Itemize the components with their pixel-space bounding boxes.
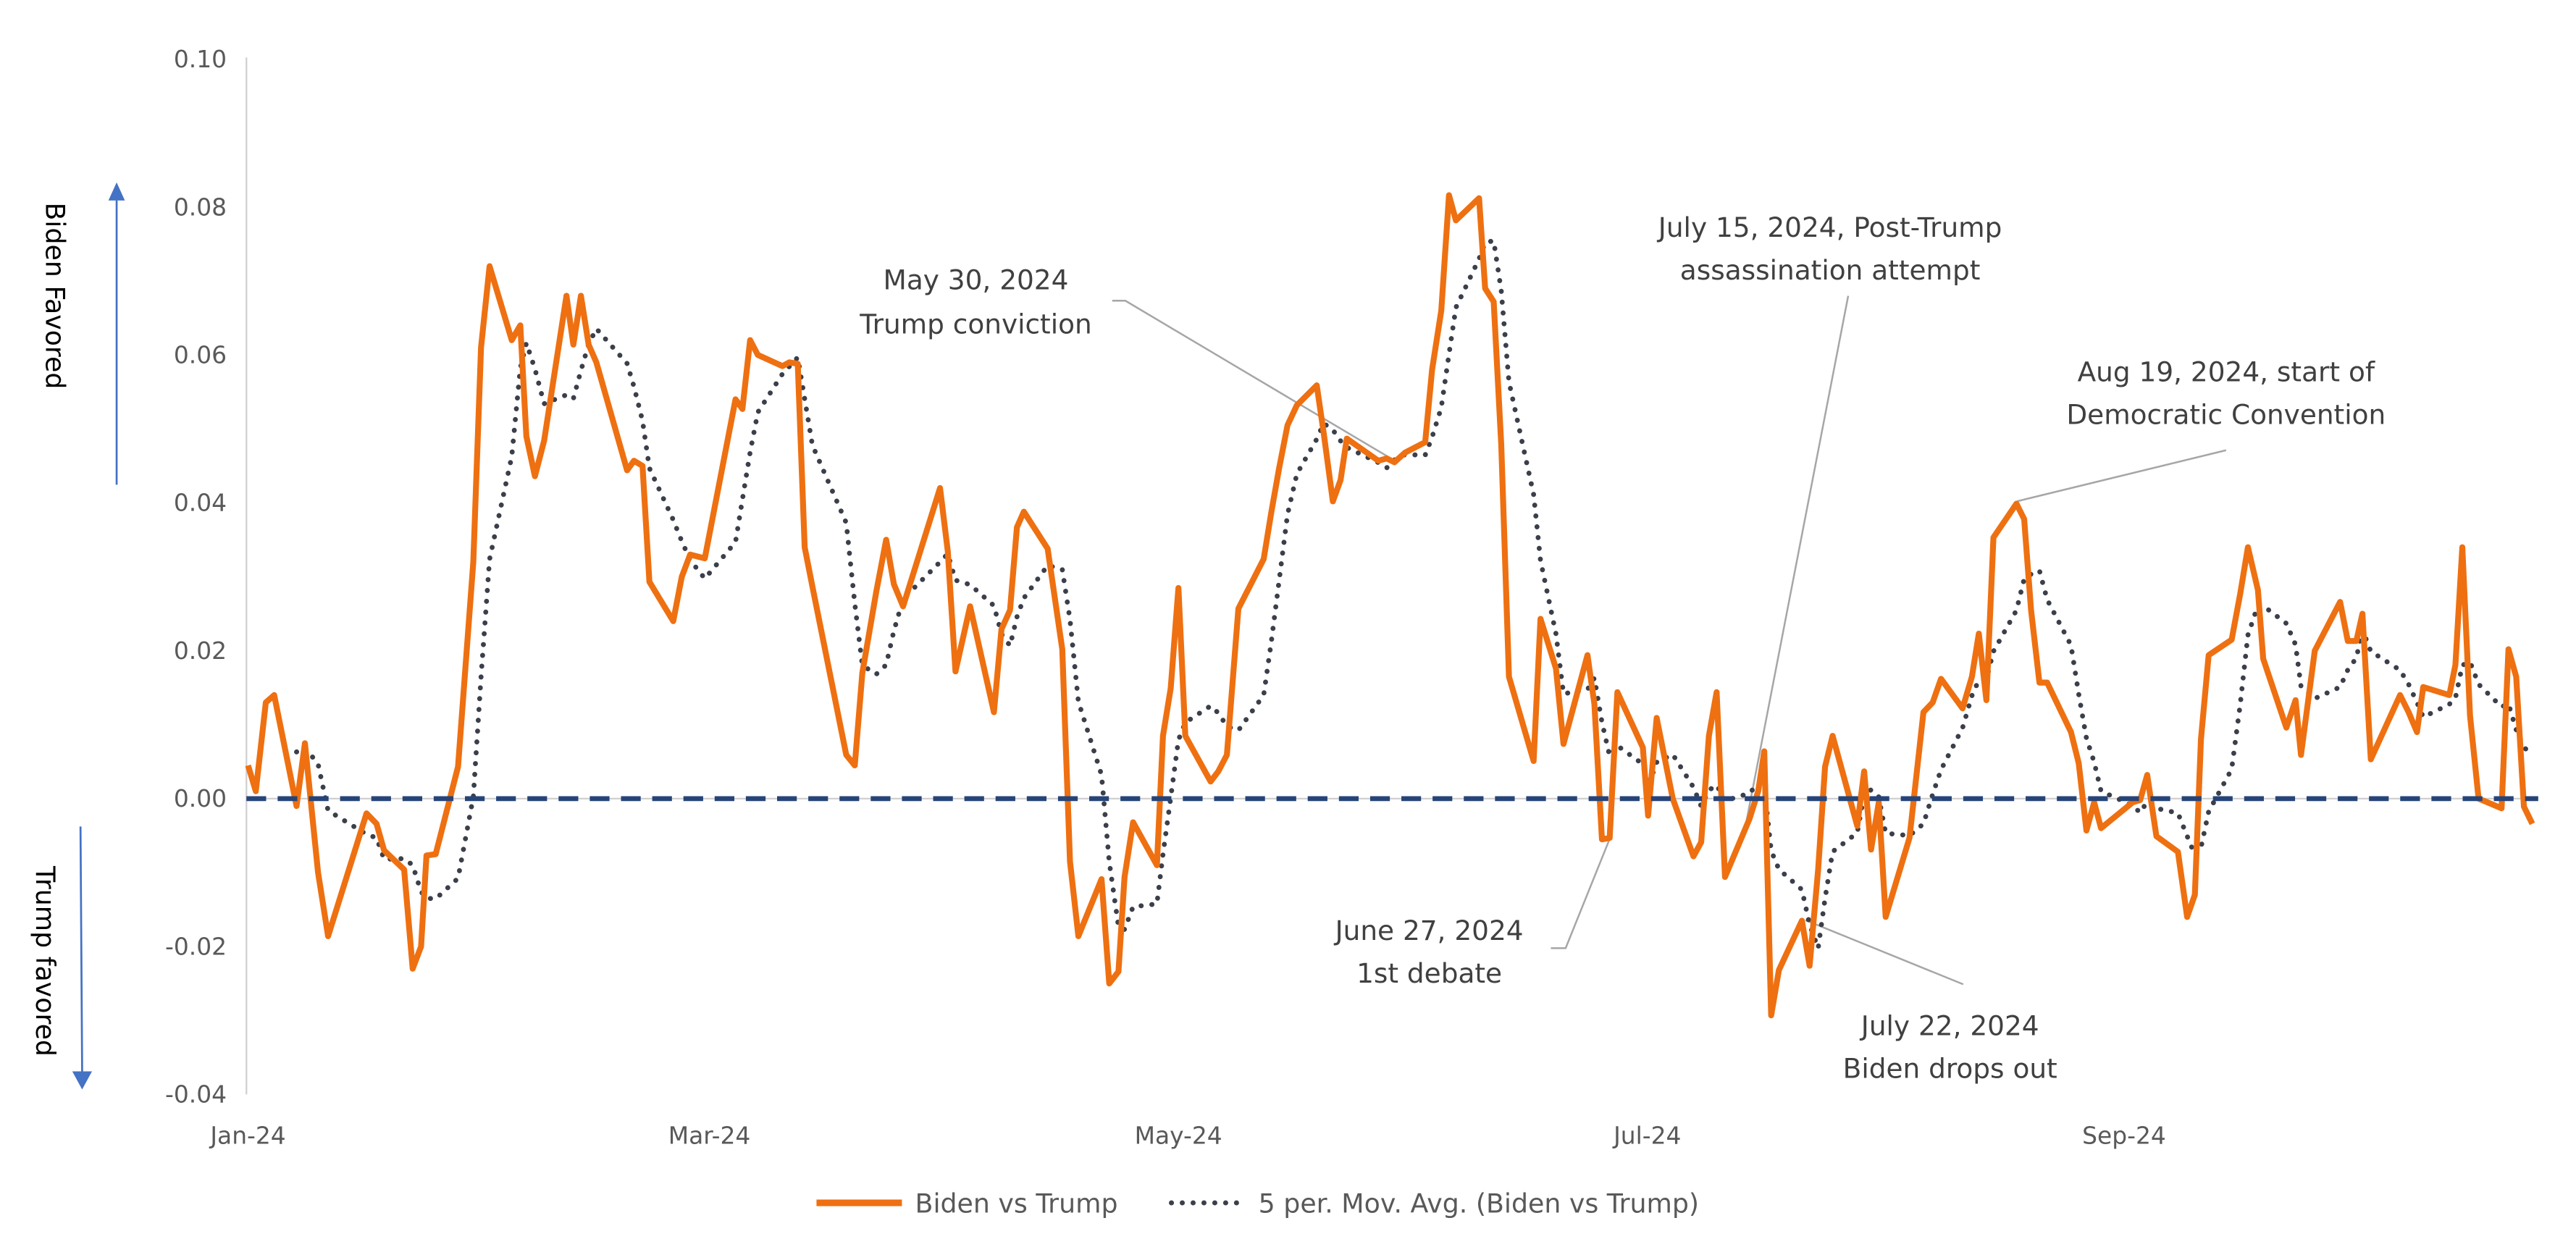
y-tick-label: 0.00 [174,784,227,812]
annotation-text: July 22, 2024 [1860,1010,2039,1042]
annotation-text: 1st debate [1356,957,1502,989]
moving-average-line [294,238,2535,949]
y-tick-label: 0.10 [174,45,227,73]
side-labels: Biden Favored Trump favored [30,182,125,1090]
annotation-text: Trump conviction [859,308,1092,340]
annotation-text: Aug 19, 2024, start of [2078,356,2375,387]
up-arrowhead-icon [108,182,125,201]
x-tick-label: Mar-24 [668,1121,751,1149]
x-tick-label: Jan-24 [209,1121,285,1149]
annotation-text: July 15, 2024, Post-Trump [1657,211,2002,243]
annotation-leader-line [1551,837,1611,949]
annotation-text: assassination attempt [1680,254,1981,286]
y-tick-label: 0.06 [174,340,227,369]
y-tick-label: 0.02 [174,637,227,665]
y-tick-label: 0.08 [174,193,227,221]
x-axis-ticks: Jan-24 Mar-24 May-24 Jul-24 Sep-24 [209,1121,2165,1149]
biden-favored-label: Biden Favored [40,203,71,390]
y-tick-label: -0.02 [165,932,227,960]
x-tick-label: Jul-24 [1612,1121,1681,1149]
biden-vs-trump-line [245,192,2535,1019]
annotations: May 30, 2024 Trump conviction July 15, 202… [859,211,2386,1085]
legend-label-series: Biden vs Trump [915,1188,1118,1219]
down-arrowhead-icon [72,1071,93,1090]
annotation-text: Democratic Convention [2066,398,2386,430]
legend: Biden vs Trump 5 per. Mov. Avg. (Biden v… [816,1188,1699,1219]
y-tick-label: -0.04 [165,1080,227,1109]
x-tick-label: May-24 [1135,1121,1222,1149]
annotation-leader-line [1805,919,1964,986]
y-axis-ticks: 0.10 0.08 0.06 0.04 0.02 0.00 -0.02 -0.04 [165,45,227,1109]
legend-label-moving-avg: 5 per. Mov. Avg. (Biden vs Trump) [1259,1188,1699,1219]
annotation-text: Biden drops out [1843,1053,2057,1085]
annotation-leader-line [2017,449,2227,503]
annotation-leader-lines [1112,295,2227,986]
x-tick-label: Sep-24 [2082,1121,2166,1149]
series-layer [245,192,2535,1019]
y-tick-label: 0.04 [174,489,227,517]
down-arrow-icon [79,826,83,1072]
annotation-leader-line [1745,295,1850,822]
annotation-leader-line [1112,300,1397,463]
annotation-text: May 30, 2024 [884,264,1069,295]
annotation-text: June 27, 2024 [1334,915,1524,946]
trump-favored-label: Trump favored [30,865,61,1057]
